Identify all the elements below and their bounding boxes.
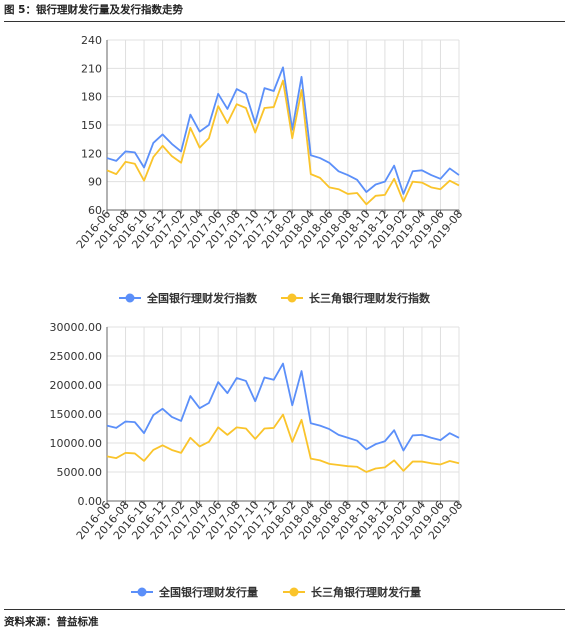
y-tick-label: 210 [81, 62, 102, 75]
legend-label: 长三角银行理财发行量 [311, 585, 421, 599]
legend-marker [125, 293, 135, 303]
y-tick-label: 240 [81, 34, 102, 47]
volume-legend-item-1[interactable]: 全国银行理财发行量 [131, 585, 258, 599]
issuance-index-chart: 60901201501802102402016-062016-082016-10… [74, 34, 466, 305]
y-tick-label: 10000.00 [50, 437, 103, 450]
top-rule [4, 21, 565, 22]
y-tick-label: 120 [81, 147, 102, 160]
y-tick-label: 15000.00 [50, 408, 103, 421]
legend-marker [137, 587, 147, 597]
y-tick-label: 150 [81, 119, 102, 132]
index-legend-item-1[interactable]: 全国银行理财发行指数 [119, 291, 258, 305]
figure-title: 图 5：银行理财发行量及发行指数走势 [4, 4, 183, 16]
index-series-line-1 [106, 66, 460, 195]
bottom-rule [4, 609, 565, 610]
index-legend-item-2[interactable]: 长三角银行理财发行指数 [281, 291, 431, 305]
y-tick-label: 60 [88, 204, 102, 217]
y-tick-label: 25000.00 [50, 350, 103, 363]
y-tick-label: 180 [81, 91, 102, 104]
legend-marker [287, 293, 297, 303]
y-tick-label: 90 [88, 176, 102, 189]
index-series-line-2 [106, 79, 460, 206]
y-tick-label: 30000.00 [50, 321, 103, 334]
y-tick-label: 5000.00 [57, 466, 103, 479]
y-tick-label: 20000.00 [50, 379, 103, 392]
legend-label: 全国银行理财发行指数 [146, 291, 258, 305]
volume-series-line-1 [106, 362, 460, 452]
y-tick-label: 0.00 [78, 495, 103, 508]
volume-legend-item-2[interactable]: 长三角银行理财发行量 [283, 585, 421, 599]
source-note: 资料来源：普益标准 [4, 616, 99, 628]
issuance-volume-chart: 0.00 5000.00 10000.00 15000.00 20000.00 25000… [50, 321, 466, 599]
legend-marker [289, 587, 299, 597]
legend-label: 全国银行理财发行量 [158, 585, 258, 599]
legend-label: 长三角银行理财发行指数 [309, 291, 431, 305]
volume-series-line-2 [106, 413, 460, 473]
